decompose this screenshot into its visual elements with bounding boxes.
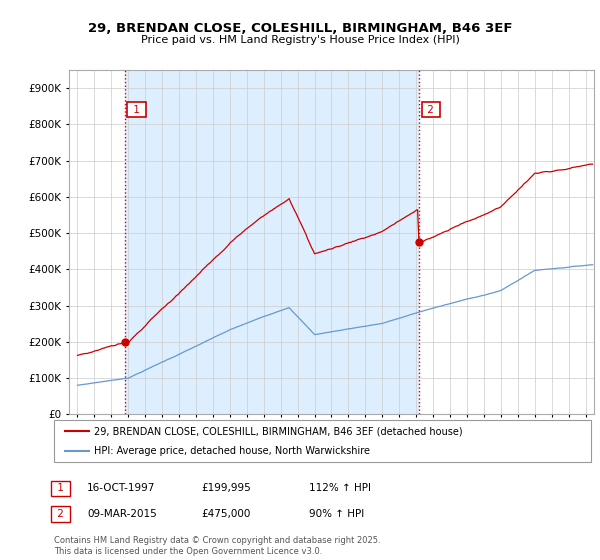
Text: 16-OCT-1997: 16-OCT-1997 [87, 483, 155, 493]
Text: 2: 2 [54, 509, 67, 519]
Text: 1: 1 [54, 483, 67, 493]
Text: 09-MAR-2015: 09-MAR-2015 [87, 509, 157, 519]
Text: 1: 1 [130, 105, 143, 115]
Text: HPI: Average price, detached house, North Warwickshire: HPI: Average price, detached house, Nort… [94, 446, 370, 456]
Text: 2: 2 [424, 105, 437, 115]
Text: 90% ↑ HPI: 90% ↑ HPI [309, 509, 364, 519]
Bar [125, 70, 419, 414]
Text: 112% ↑ HPI: 112% ↑ HPI [309, 483, 371, 493]
Text: £475,000: £475,000 [201, 509, 250, 519]
Text: 29, BRENDAN CLOSE, COLESHILL, BIRMINGHAM, B46 3EF (detached house): 29, BRENDAN CLOSE, COLESHILL, BIRMINGHAM… [94, 426, 463, 436]
Text: Price paid vs. HM Land Registry's House Price Index (HPI): Price paid vs. HM Land Registry's House … [140, 35, 460, 45]
Text: 29, BRENDAN CLOSE, COLESHILL, BIRMINGHAM, B46 3EF: 29, BRENDAN CLOSE, COLESHILL, BIRMINGHAM… [88, 22, 512, 35]
Text: Contains HM Land Registry data © Crown copyright and database right 2025.
This d: Contains HM Land Registry data © Crown c… [54, 536, 380, 556]
Text: £199,995: £199,995 [201, 483, 251, 493]
